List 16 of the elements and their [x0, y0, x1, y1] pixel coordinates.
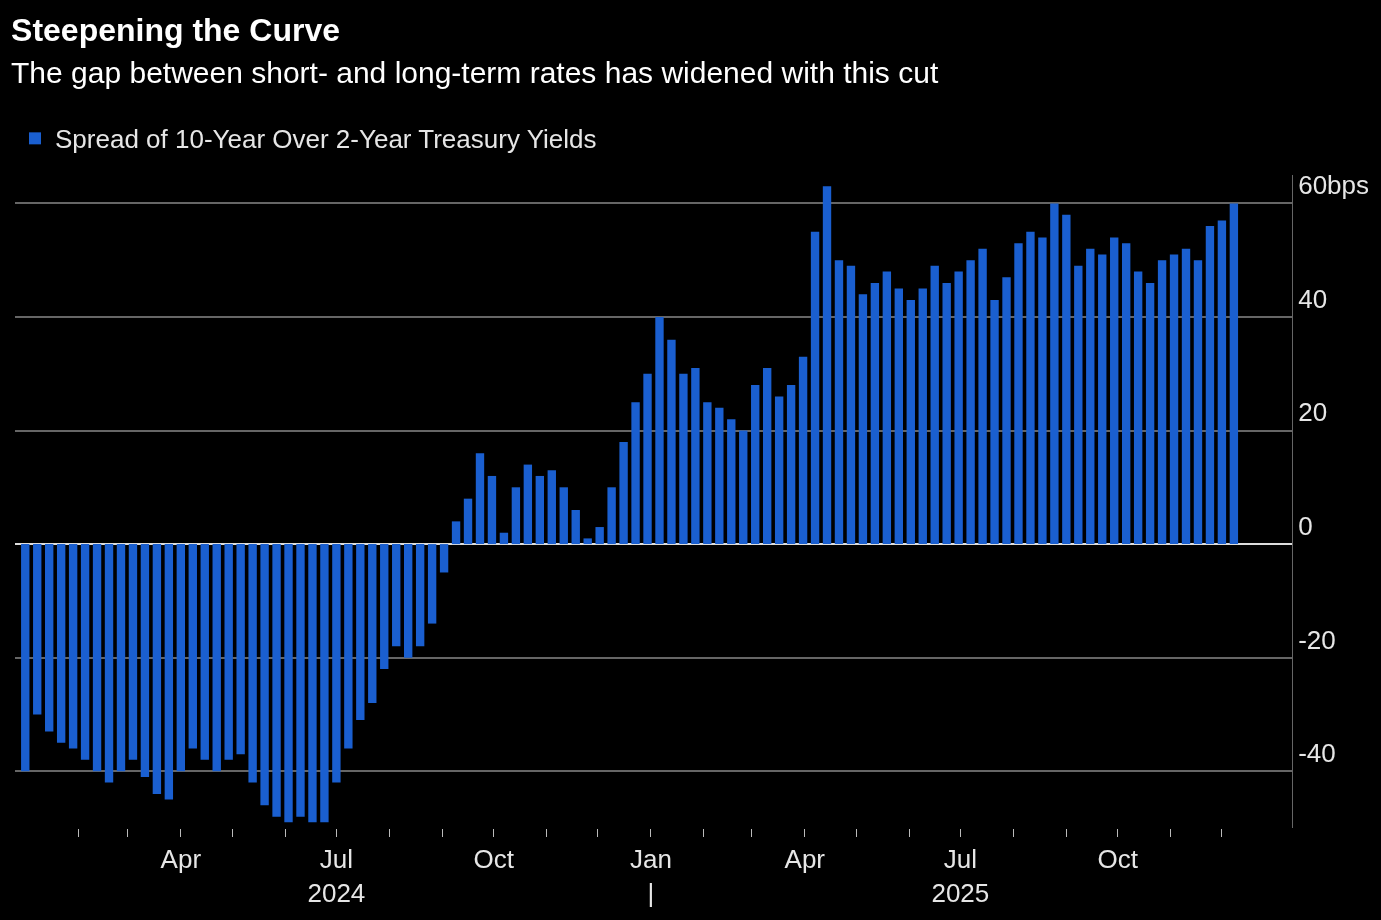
chart-subtitle: The gap between short- and long-term rates has widened with this cut — [11, 56, 939, 89]
y-tick-label: -40 — [1298, 738, 1336, 769]
x-tick-label: Jan | — [629, 844, 672, 908]
y-tick-label: 0 — [1298, 510, 1313, 541]
legend-label: Spread of 10-Year Over 2-Year Treasury Yields — [55, 124, 597, 155]
x-tick-label: Oct — [1097, 844, 1139, 875]
x-tick-label: Apr — [784, 844, 826, 875]
y-tick-label: -20 — [1298, 624, 1336, 655]
y-tick-label: 20 — [1298, 397, 1328, 428]
y-tick-label: 60bps — [1298, 170, 1370, 201]
x-tick-label: Jul 2024 — [307, 844, 366, 908]
x-tick-label: Oct — [473, 844, 515, 875]
y-tick-label: 40 — [1298, 283, 1328, 314]
x-tick-label: Jul 2025 — [931, 844, 990, 908]
x-tick-label: Apr — [160, 844, 202, 875]
chart-title: Steepening the Curve — [11, 12, 340, 49]
